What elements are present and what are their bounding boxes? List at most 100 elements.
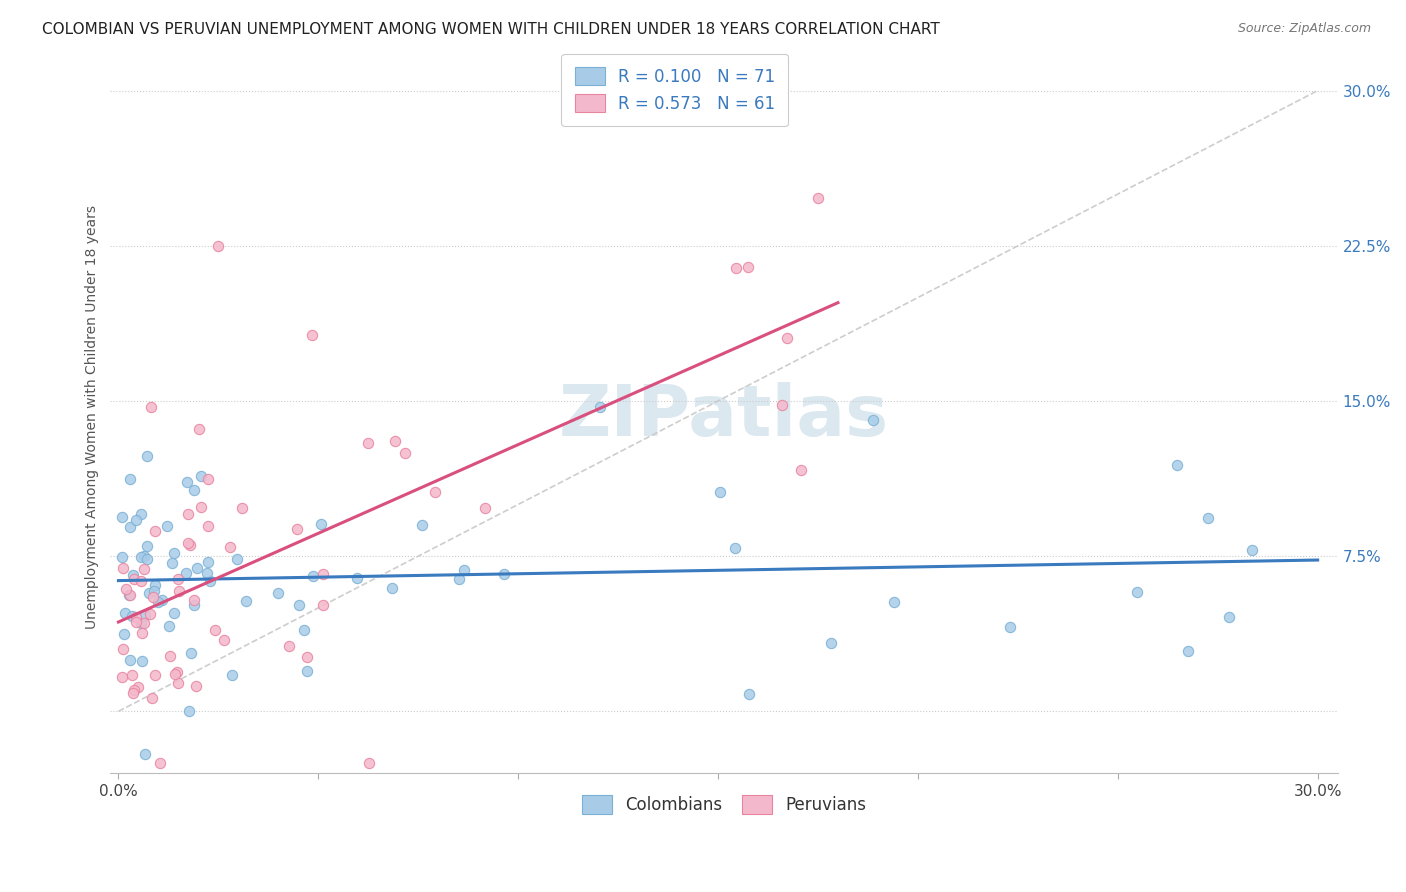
Point <box>770 399 793 413</box>
Point <box>124 610 146 624</box>
Point <box>235 594 257 608</box>
Point <box>176 475 198 489</box>
Point <box>411 517 433 532</box>
Point <box>183 593 205 607</box>
Point <box>141 400 163 414</box>
Point <box>162 606 184 620</box>
Point <box>186 560 208 574</box>
Point <box>423 485 446 500</box>
Point <box>166 665 188 680</box>
Point <box>285 522 308 536</box>
Point <box>129 549 152 564</box>
Point <box>190 468 212 483</box>
Point <box>143 524 166 538</box>
Text: Source: ZipAtlas.com: Source: ZipAtlas.com <box>1237 22 1371 36</box>
Point <box>737 260 759 274</box>
Point <box>118 588 141 602</box>
Point <box>190 500 212 515</box>
Point <box>311 599 333 613</box>
Point <box>118 520 141 534</box>
Point <box>111 670 134 684</box>
Point <box>183 599 205 613</box>
Point <box>131 654 153 668</box>
Point <box>197 518 219 533</box>
Point <box>150 592 173 607</box>
Point <box>197 472 219 486</box>
Point <box>135 449 157 463</box>
Point <box>267 586 290 600</box>
Point <box>807 191 830 205</box>
Point <box>149 756 172 770</box>
Point <box>394 445 416 459</box>
Point <box>1240 542 1263 557</box>
Point <box>356 436 378 450</box>
Point <box>346 571 368 585</box>
Point <box>183 483 205 497</box>
Point <box>159 649 181 664</box>
Point <box>179 538 201 552</box>
Point <box>1218 610 1240 624</box>
Point <box>883 594 905 608</box>
Point <box>136 551 159 566</box>
Point <box>295 650 318 665</box>
Point <box>221 668 243 682</box>
Point <box>127 680 149 694</box>
Point <box>724 260 747 275</box>
Point <box>138 585 160 599</box>
Point <box>143 583 166 598</box>
Point <box>122 568 145 582</box>
Point <box>177 536 200 550</box>
Point <box>277 639 299 653</box>
Point <box>195 566 218 580</box>
Point <box>163 546 186 560</box>
Point <box>301 327 323 342</box>
Point <box>111 550 134 565</box>
Point <box>474 501 496 516</box>
Point <box>111 509 134 524</box>
Point <box>359 756 381 770</box>
Point <box>115 582 138 596</box>
Point <box>129 616 152 631</box>
Point <box>288 598 311 612</box>
Text: ZIPatlas: ZIPatlas <box>560 382 889 451</box>
Point <box>166 675 188 690</box>
Point <box>157 619 180 633</box>
Point <box>187 422 209 436</box>
Point <box>134 747 156 761</box>
Point <box>1126 585 1149 599</box>
Point <box>143 668 166 682</box>
Point <box>219 540 242 554</box>
Point <box>212 632 235 647</box>
Point <box>1177 643 1199 657</box>
Point <box>142 591 165 605</box>
Point <box>125 513 148 527</box>
Legend: Colombians, Peruvians: Colombians, Peruvians <box>569 784 879 826</box>
Point <box>121 686 143 700</box>
Point <box>197 555 219 569</box>
Point <box>112 627 135 641</box>
Point <box>292 623 315 637</box>
Point <box>174 566 197 581</box>
Point <box>165 666 187 681</box>
Point <box>134 607 156 622</box>
Point <box>121 608 143 623</box>
Point <box>297 664 319 678</box>
Point <box>309 517 332 532</box>
Point <box>724 541 747 555</box>
Point <box>167 573 190 587</box>
Point <box>125 615 148 629</box>
Point <box>231 500 253 515</box>
Point <box>118 653 141 667</box>
Point <box>998 620 1021 634</box>
Point <box>1166 458 1188 472</box>
Point <box>112 561 135 575</box>
Point <box>122 572 145 586</box>
Point <box>143 578 166 592</box>
Point <box>160 556 183 570</box>
Point <box>738 687 761 701</box>
Point <box>141 690 163 705</box>
Point <box>122 682 145 697</box>
Point <box>131 626 153 640</box>
Point <box>312 567 335 582</box>
Point <box>118 588 141 602</box>
